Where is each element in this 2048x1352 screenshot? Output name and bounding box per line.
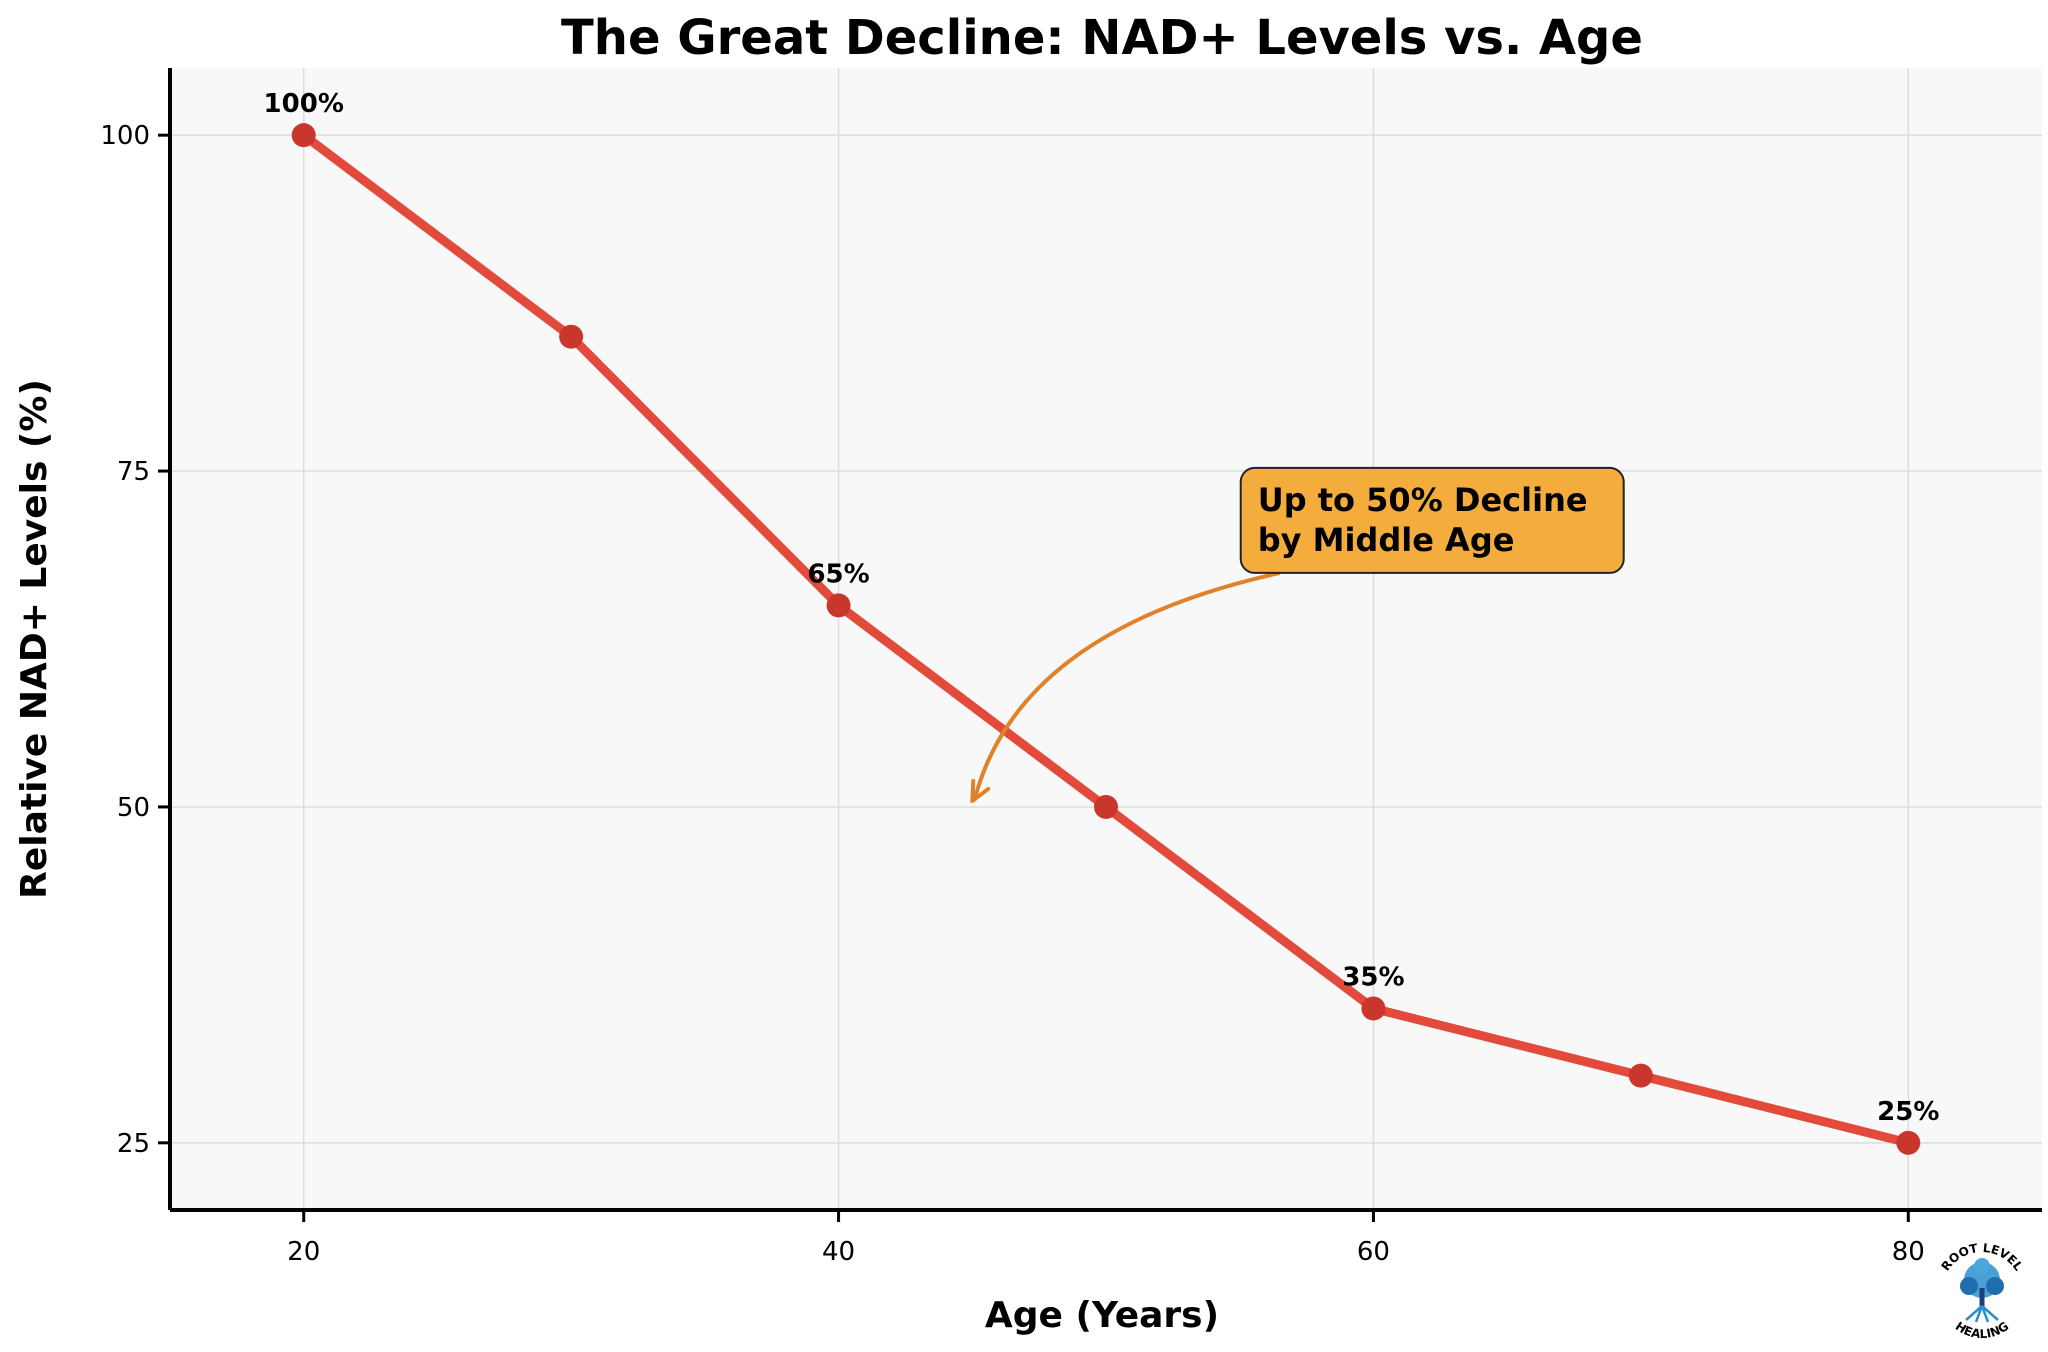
x-tick-label: 80	[1892, 1237, 1925, 1267]
y-ticks: 25 50 75 100	[100, 121, 170, 1159]
axes	[168, 68, 2042, 1212]
data-point	[826, 593, 851, 618]
logo-text-bottom: HEALING	[1953, 1319, 2011, 1341]
annotation-arrowhead	[970, 778, 991, 803]
annotation-text-line: Up to 50% Decline	[1258, 481, 1588, 519]
y-tick-label: 75	[117, 457, 150, 487]
tree-icon	[1960, 1258, 2004, 1323]
annotation-box	[1239, 466, 1625, 574]
x-tick-label: 20	[287, 1237, 320, 1267]
data-labels: 100% 65% 35% 25%	[264, 89, 1940, 1127]
data-point	[1896, 1130, 1921, 1155]
data-label: 65%	[807, 559, 869, 589]
y-tick-label: 50	[117, 793, 150, 823]
x-ticks: 20 40 60 80	[287, 1210, 1925, 1267]
y-axis-title: Relative NAD+ Levels (%)	[14, 379, 55, 899]
data-point	[1628, 1063, 1653, 1088]
data-point	[1094, 794, 1118, 819]
data-label: 35%	[1342, 962, 1404, 992]
annotation-text-line: by Middle Age	[1258, 521, 1515, 559]
data-label: 25%	[1877, 1097, 1939, 1127]
data-point	[559, 324, 584, 349]
root-level-healing-logo: ROOT LEVEL HEALING	[1939, 1241, 2026, 1341]
x-tick-label: 40	[822, 1237, 855, 1267]
data-point	[291, 123, 316, 148]
series-group	[291, 123, 1921, 1155]
plot-area	[170, 68, 2042, 1210]
annotation-arrow	[972, 570, 1281, 802]
x-tick-label: 60	[1357, 1237, 1390, 1267]
chart-title: The Great Decline: NAD+ Levels vs. Age	[561, 10, 1643, 66]
y-tick-label: 100	[100, 121, 150, 151]
data-point	[1361, 996, 1386, 1021]
y-tick-label: 25	[117, 1129, 150, 1159]
data-label: 100%	[264, 89, 344, 119]
x-axis-title: Age (Years)	[985, 1295, 1219, 1336]
